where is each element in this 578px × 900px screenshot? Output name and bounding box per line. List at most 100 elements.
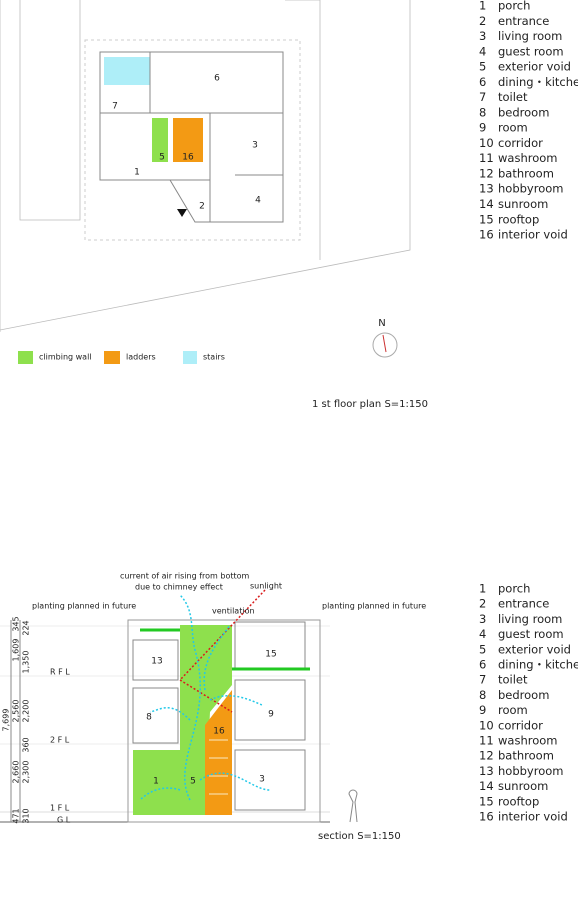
stairs-fill [104,57,150,85]
room-label: 2 [199,202,205,212]
legend-name: porch [498,0,530,13]
room-box [132,639,179,681]
room-label: 4 [255,196,261,206]
legend-name: guest room [498,44,564,58]
legend-name: sunroom [498,197,548,211]
dimension: 310 [22,808,31,823]
key-swatch [183,351,197,364]
legend-number: 8 [479,688,486,702]
legend-number: 14 [479,779,494,793]
legend-name: living room [498,29,562,43]
floor-plan: 5 16 6 7 3 1 2 4 climbing wall ladders s… [0,0,428,410]
legend-name: rooftop [498,794,539,808]
legend-number: 9 [479,703,486,717]
room-label: 3 [259,775,265,785]
plan-caption: 1 st floor plan S=1:150 [312,399,428,410]
section-caption: section S=1:150 [318,831,401,842]
north-circle [372,332,398,358]
legend-number: 13 [479,764,494,778]
legend-name: porch [498,582,530,596]
legend-name: interior void [498,810,568,824]
level-label: 1 F L [50,804,70,813]
room-label: 1 [153,777,159,787]
legend-name: guest room [498,627,564,641]
legend-name: bathroom [498,166,554,180]
room-label: 8 [146,713,152,723]
legend-name: toilet [498,673,528,687]
annotation: planting planned in future [32,602,136,611]
plan-legend: 1 porch 2 entrance 3 living room 4 guest room 5 e… [479,0,578,242]
legend-number: 7 [479,673,486,687]
legend-number: 9 [479,121,486,135]
legend-name: sunroom [498,779,548,793]
legend-number: 4 [479,627,486,641]
legend-name: entrance [498,597,549,611]
room-label: 7 [112,102,118,112]
annotation: ventilation [212,607,255,616]
legend-number: 5 [479,642,486,656]
dimension: 2,560 [12,700,21,723]
section-legend: 1 porch 2 entrance 3 living room 4 guest room 5 e… [479,582,578,824]
legend-name: bathroom [498,749,554,763]
legend-number: 10 [479,136,494,150]
dimension: 1,350 [22,651,31,674]
legend-number: 11 [479,734,494,748]
legend-number: 4 [479,44,486,58]
room-label: 15 [265,650,276,660]
room-box [234,749,306,811]
climbing-wall-fill [152,118,168,162]
legend-number: 16 [479,810,494,824]
legend-number: 16 [479,228,494,242]
site-line [285,0,321,260]
ladders-fill [173,118,203,162]
legend-name: living room [498,612,562,626]
dimension: 1,609 [12,639,21,662]
annotation: due to chimney effect [135,583,223,592]
legend-number: 13 [479,182,494,196]
dimension: 471 [12,808,21,823]
room-label: 6 [214,74,220,84]
dimension: 7,699 [2,709,11,732]
room-label: 16 [182,153,194,163]
air-flow [139,594,271,801]
legend-name: room [498,121,528,135]
legend-number: 2 [479,14,486,28]
room-label: 3 [252,141,258,151]
level-label: G L [57,816,71,825]
legend-number: 12 [479,166,494,180]
level-label: R F L [50,668,70,677]
room-label: 13 [151,657,162,667]
legend-name: dining・kitchen [498,658,578,672]
dimension: 360 [22,737,31,752]
legend-number: 3 [479,29,486,43]
key-label: climbing wall [39,353,92,362]
legend-name: interior void [498,228,568,242]
site-line [0,0,411,331]
level-label: 2 F L [50,736,70,745]
site-line [19,0,81,221]
legend-name: exterior void [498,60,571,74]
house-outline [99,51,284,223]
person [348,789,358,823]
legend-name: toilet [498,90,528,104]
legend-name: washroom [498,734,557,748]
legend-name: entrance [498,14,549,28]
key-swatch [104,351,120,364]
north-label: N [378,318,385,329]
legend-name: exterior void [498,642,571,656]
key-swatch [18,351,33,364]
entry-arrow [177,209,187,217]
room-box [234,679,306,741]
legend-number: 14 [479,197,494,211]
legend-name: hobbyroom [498,182,563,196]
dimension: 224 [22,620,31,635]
dimension: 345 [12,616,21,631]
legend-number: 15 [479,794,494,808]
annotation: sunlight [250,582,282,591]
sunlight-ray [179,589,266,713]
legend-number: 7 [479,90,486,104]
legend-number: 1 [479,582,486,596]
legend-number: 8 [479,105,486,119]
section-outline [127,619,321,823]
